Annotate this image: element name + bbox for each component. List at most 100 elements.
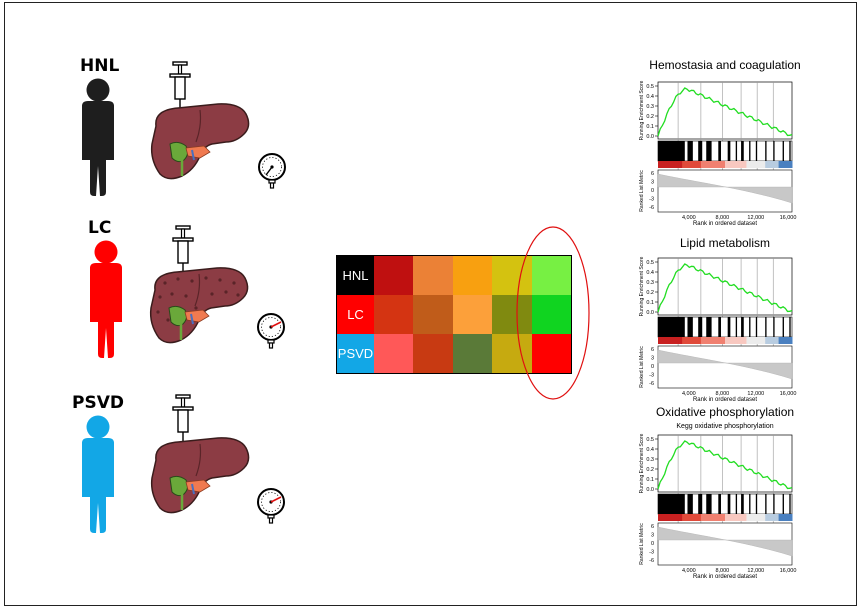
rank-color-band	[746, 337, 766, 344]
hit-bar	[741, 141, 744, 161]
es-panel	[657, 257, 793, 316]
rank-color-band	[658, 514, 683, 521]
rank-color-band	[658, 337, 683, 344]
es-curve	[657, 440, 793, 490]
rank-color-band	[746, 514, 766, 521]
heatmap-row-label-hnl: HNL	[342, 268, 369, 283]
es-tick-label: 0.0	[646, 487, 654, 493]
x-tick-label: 4,000	[682, 391, 696, 397]
heatmap-cell	[374, 334, 414, 373]
heatmap-row-label-bg	[337, 256, 374, 295]
hit-bar	[698, 317, 703, 337]
rank-color-band	[765, 337, 780, 344]
hit-bar	[698, 494, 703, 514]
metric-ylabel: Ranked List Metric	[639, 523, 645, 565]
group-label-lc: LC	[88, 218, 112, 238]
metric-area	[657, 526, 793, 557]
x-tick-label: 8,000	[715, 391, 729, 397]
heatmap-row-label-bg	[337, 295, 374, 334]
es-curve	[657, 87, 793, 137]
hit-bar	[718, 141, 721, 161]
es-ylabel: Running Enrichment Score	[639, 256, 645, 316]
hit-bar	[706, 494, 712, 514]
metric-tick-label: -3	[649, 550, 654, 556]
hit-bar	[727, 141, 731, 161]
gsea-title-oxphos: Oxidative phosphorylation	[655, 405, 795, 419]
rank-color-band	[682, 514, 702, 521]
hit-bar	[755, 317, 758, 337]
hit-bar	[773, 141, 775, 161]
gsea-subtitle-oxphos: Kegg oxidative phosphorylation	[676, 423, 774, 430]
heatmap-cell	[374, 295, 414, 334]
rank-color-band	[700, 337, 726, 344]
heatmap-cell	[413, 334, 454, 373]
metric-tick-label: -6	[649, 558, 654, 564]
heatmap-cell	[452, 256, 493, 295]
x-tick-label: 4,000	[682, 215, 696, 221]
metric-area	[657, 349, 793, 380]
rank-color-band	[778, 514, 793, 521]
es-tick-label: 0.5	[646, 260, 654, 266]
es-tick-label: 0.1	[646, 300, 654, 306]
rank-color-band	[765, 161, 780, 168]
gauge-hnl-icon	[258, 153, 286, 189]
x-tick-label: 12,000	[747, 215, 764, 221]
es-tick-label: 0.1	[646, 124, 654, 130]
hit-bar	[755, 141, 758, 161]
es-tick-label: 0.4	[646, 447, 654, 453]
es-tick-label: 0.5	[646, 437, 654, 443]
hit-bar	[727, 317, 731, 337]
hit-bar	[718, 494, 721, 514]
metric-tick-label: 3	[651, 356, 654, 362]
es-tick-label: 0.0	[646, 134, 654, 140]
es-tick-label: 0.2	[646, 467, 654, 473]
hit-bar	[735, 317, 738, 337]
hit-bar	[741, 494, 744, 514]
metric-tick-label: -6	[649, 205, 654, 211]
rank-color-band	[778, 337, 793, 344]
hit-bar	[658, 141, 685, 161]
metric-tick-label: 6	[651, 524, 654, 530]
x-tick-label: 16,000	[780, 568, 797, 574]
es-tick-label: 0.4	[646, 270, 654, 276]
hit-bar	[773, 317, 775, 337]
rank-color-band	[765, 514, 780, 521]
heatmap-cell	[374, 256, 414, 295]
hit-bar	[789, 317, 791, 337]
x-tick-label: 16,000	[780, 215, 797, 221]
x-tick-label: 4,000	[682, 568, 696, 574]
hit-bar	[735, 141, 738, 161]
heatmap-cell	[452, 334, 493, 373]
rank-color-band	[746, 161, 766, 168]
rank-color-band	[725, 161, 747, 168]
hit-bar	[773, 494, 775, 514]
es-tick-label: 0.1	[646, 477, 654, 483]
heatmap-row-label-lc: LC	[347, 307, 364, 322]
hit-bar	[735, 494, 738, 514]
metric-tick-label: 3	[651, 180, 654, 186]
hit-bar	[687, 494, 693, 514]
es-tick-label: 0.5	[646, 84, 654, 90]
metric-tick-label: -3	[649, 197, 654, 203]
x-tick-label: 8,000	[715, 568, 729, 574]
hit-bar	[782, 141, 784, 161]
x-tick-label: 12,000	[747, 568, 764, 574]
metric-tick-label: 0	[651, 364, 654, 370]
hit-bar	[706, 317, 712, 337]
es-tick-label: 0.3	[646, 280, 654, 286]
hit-bar	[782, 494, 784, 514]
hit-bar	[789, 141, 791, 161]
rank-color-band	[682, 337, 702, 344]
group-label-hnl: HNL	[80, 56, 120, 76]
group-label-psvd: PSVD	[72, 393, 124, 413]
es-curve	[657, 263, 793, 313]
x-tick-label: 12,000	[747, 391, 764, 397]
es-ylabel: Running Enrichment Score	[639, 433, 645, 493]
metric-tick-label: 3	[651, 533, 654, 539]
rank-color-band	[725, 514, 747, 521]
hit-bar	[658, 494, 685, 514]
